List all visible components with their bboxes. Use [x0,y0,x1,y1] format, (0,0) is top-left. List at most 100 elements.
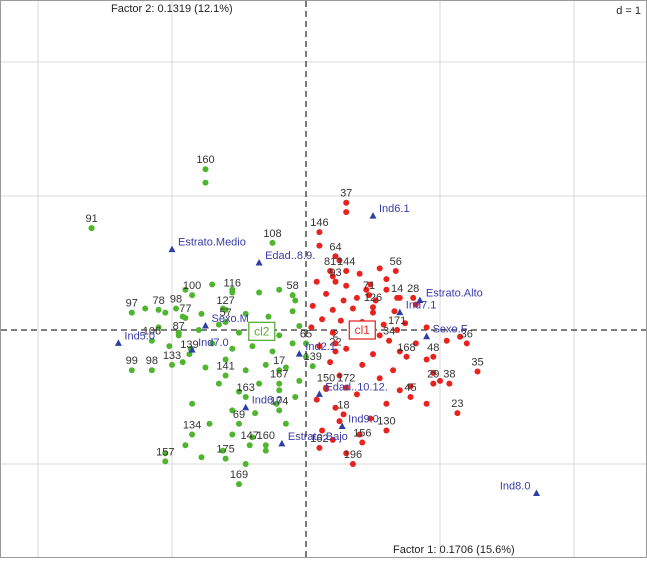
cl1-point [391,308,398,315]
cl1-point [340,297,347,304]
variable-label: Ind7.0 [198,337,229,349]
cl1-point [423,324,430,331]
cl1-point [367,415,374,422]
labelled-point [340,411,347,418]
cl2-point [292,297,299,304]
point-label: 167 [270,369,288,381]
cl2-point [182,442,189,449]
point-label: 18 [337,399,349,411]
cl1-point [336,372,343,379]
point-label: 157 [156,446,174,458]
cl2-point [276,387,283,394]
variable-triangle [168,245,176,253]
cl1-box [348,320,376,340]
x-axis-label: Factor 1: 0.1706 (15.6%) [393,544,515,556]
point-label: 14 [391,283,403,295]
labelled-point [236,420,242,427]
cl2-point [269,348,276,355]
cl1-point [396,348,403,355]
labelled-point [128,309,135,316]
cl2-point [182,286,189,293]
cl2-point [296,377,303,384]
cl2-point [179,359,186,366]
point-label: 64 [329,241,341,253]
point-label: 171 [388,315,406,327]
labelled-point [332,340,339,347]
cl1-point [430,369,437,376]
labelled-point [394,294,401,301]
labelled-point [222,318,229,325]
cl2-point [195,327,202,333]
cl1-point [349,305,356,312]
variable-label: Ind6.0 [252,395,283,407]
labelled-point [173,305,180,312]
point-label: 78 [152,295,164,307]
variable-triangle [423,332,431,340]
cl1-point [353,294,360,301]
labelled-point [474,368,481,375]
variable-triangle [278,439,286,447]
labelled-point [316,444,323,451]
variable-label: Edad..10.12. [325,381,387,393]
point-label: 162 [310,433,328,445]
cl1-point [412,301,419,308]
labelled-point [148,367,155,374]
point-label: 48 [427,342,439,354]
point-label: 69 [233,409,245,421]
cl1-point [383,286,390,293]
cl1-point [316,343,323,350]
cl1-point [337,317,344,324]
cl1-point [390,367,397,374]
variable-triangle [338,422,346,429]
cl1-point [383,400,390,407]
labelled-point [189,292,196,299]
cl2-point [282,420,289,427]
cl1-point [383,276,390,283]
point-label: 2 [332,328,338,340]
labelled-point [155,306,162,313]
cl2-point [276,332,283,339]
point-label: 35 [471,357,483,369]
labelled-point [394,327,401,333]
cl1-point [343,282,350,289]
cl2-point [215,321,222,328]
point-label: 87 [173,320,185,332]
cl1-point [336,257,343,264]
labelled-point [242,394,249,400]
point-label: 150 [317,373,335,385]
cl2-point [166,343,173,350]
variable-triangle [202,321,209,329]
variable-label: Edad..8.9. [265,250,315,262]
cl2-point [236,388,242,395]
labelled-point [454,410,461,417]
labelled-point [128,367,135,374]
labelled-point [222,306,229,313]
cl2-point [242,367,249,374]
variable-label: Ind2.1 [305,341,336,353]
y-axis-label: Factor 2: 0.1319 (12.1%) [111,3,233,15]
cl1-point [423,356,430,363]
cl2-point [162,450,169,457]
labelled-point [365,292,372,299]
labelled-point [343,384,350,391]
cluster-centroids: cl1 cl2 [248,320,376,341]
cl1-point [329,436,336,443]
cl2-point [276,286,283,293]
labelled-point [276,380,283,387]
cl1-point [376,332,383,339]
point-label: 36 [461,328,473,340]
point-label: 147 [241,430,259,442]
point-label: 58 [286,280,298,292]
cl1-point [370,309,376,316]
cl2-point [262,361,269,368]
point-label: 23 [451,398,463,410]
cl2-point [289,340,296,347]
point-label: 100 [183,280,201,292]
point-label: 77 [179,303,191,315]
variable-label: Sexo.M [212,313,249,325]
cl1-point [370,351,376,358]
point-label: 156 [353,428,371,440]
labelled-point [332,253,339,260]
variable-label: Sexo.F [433,324,468,336]
